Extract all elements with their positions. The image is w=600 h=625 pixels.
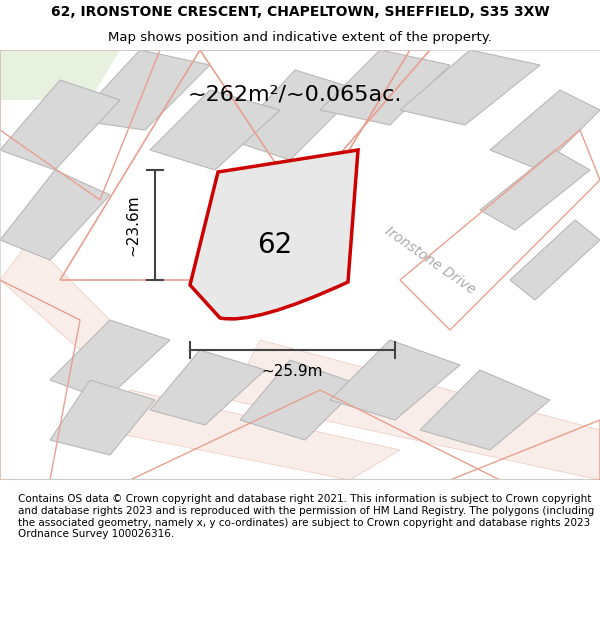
Text: ~25.9m: ~25.9m [262,364,323,379]
Text: Ironstone Drive: Ironstone Drive [382,224,478,296]
Polygon shape [240,360,360,440]
PathPatch shape [190,150,358,319]
Polygon shape [150,350,265,425]
Polygon shape [0,50,120,100]
Polygon shape [400,50,540,125]
Text: Map shows position and indicative extent of the property.: Map shows position and indicative extent… [108,31,492,44]
Polygon shape [510,220,600,300]
Polygon shape [75,50,210,130]
Polygon shape [0,240,110,350]
Text: ~23.6m: ~23.6m [125,194,140,256]
Polygon shape [190,150,358,322]
Polygon shape [320,50,450,125]
Polygon shape [230,340,600,480]
Polygon shape [50,380,155,455]
Polygon shape [330,340,460,420]
Text: Contains OS data © Crown copyright and database right 2021. This information is : Contains OS data © Crown copyright and d… [18,494,594,539]
Polygon shape [230,70,360,160]
Polygon shape [150,90,280,170]
Polygon shape [100,390,400,480]
Text: 62, IRONSTONE CRESCENT, CHAPELTOWN, SHEFFIELD, S35 3XW: 62, IRONSTONE CRESCENT, CHAPELTOWN, SHEF… [50,6,550,19]
Text: ~262m²/~0.065ac.: ~262m²/~0.065ac. [188,85,402,105]
Polygon shape [50,320,170,400]
Polygon shape [0,80,120,170]
Polygon shape [490,90,600,170]
Text: 62: 62 [257,231,293,259]
Polygon shape [480,150,590,230]
Polygon shape [420,370,550,450]
Polygon shape [0,170,110,260]
